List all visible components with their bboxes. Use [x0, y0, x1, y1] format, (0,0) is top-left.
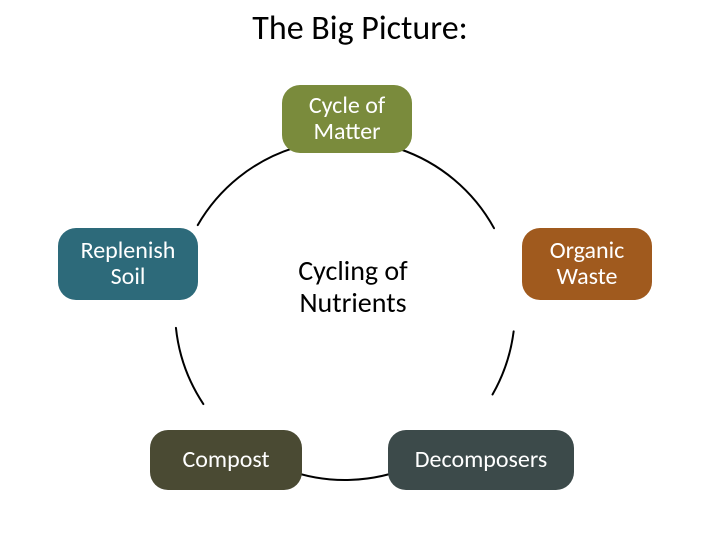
- node-compost: Compost: [150, 430, 302, 490]
- node-cycle-of-matter: Cycle of Matter: [282, 85, 412, 153]
- node-replenish-soil: Replenish Soil: [58, 228, 198, 300]
- node-organic-waste: Organic Waste: [522, 228, 652, 300]
- node-decomposers: Decomposers: [388, 430, 574, 490]
- center-label: Cycling of Nutrients: [278, 255, 428, 319]
